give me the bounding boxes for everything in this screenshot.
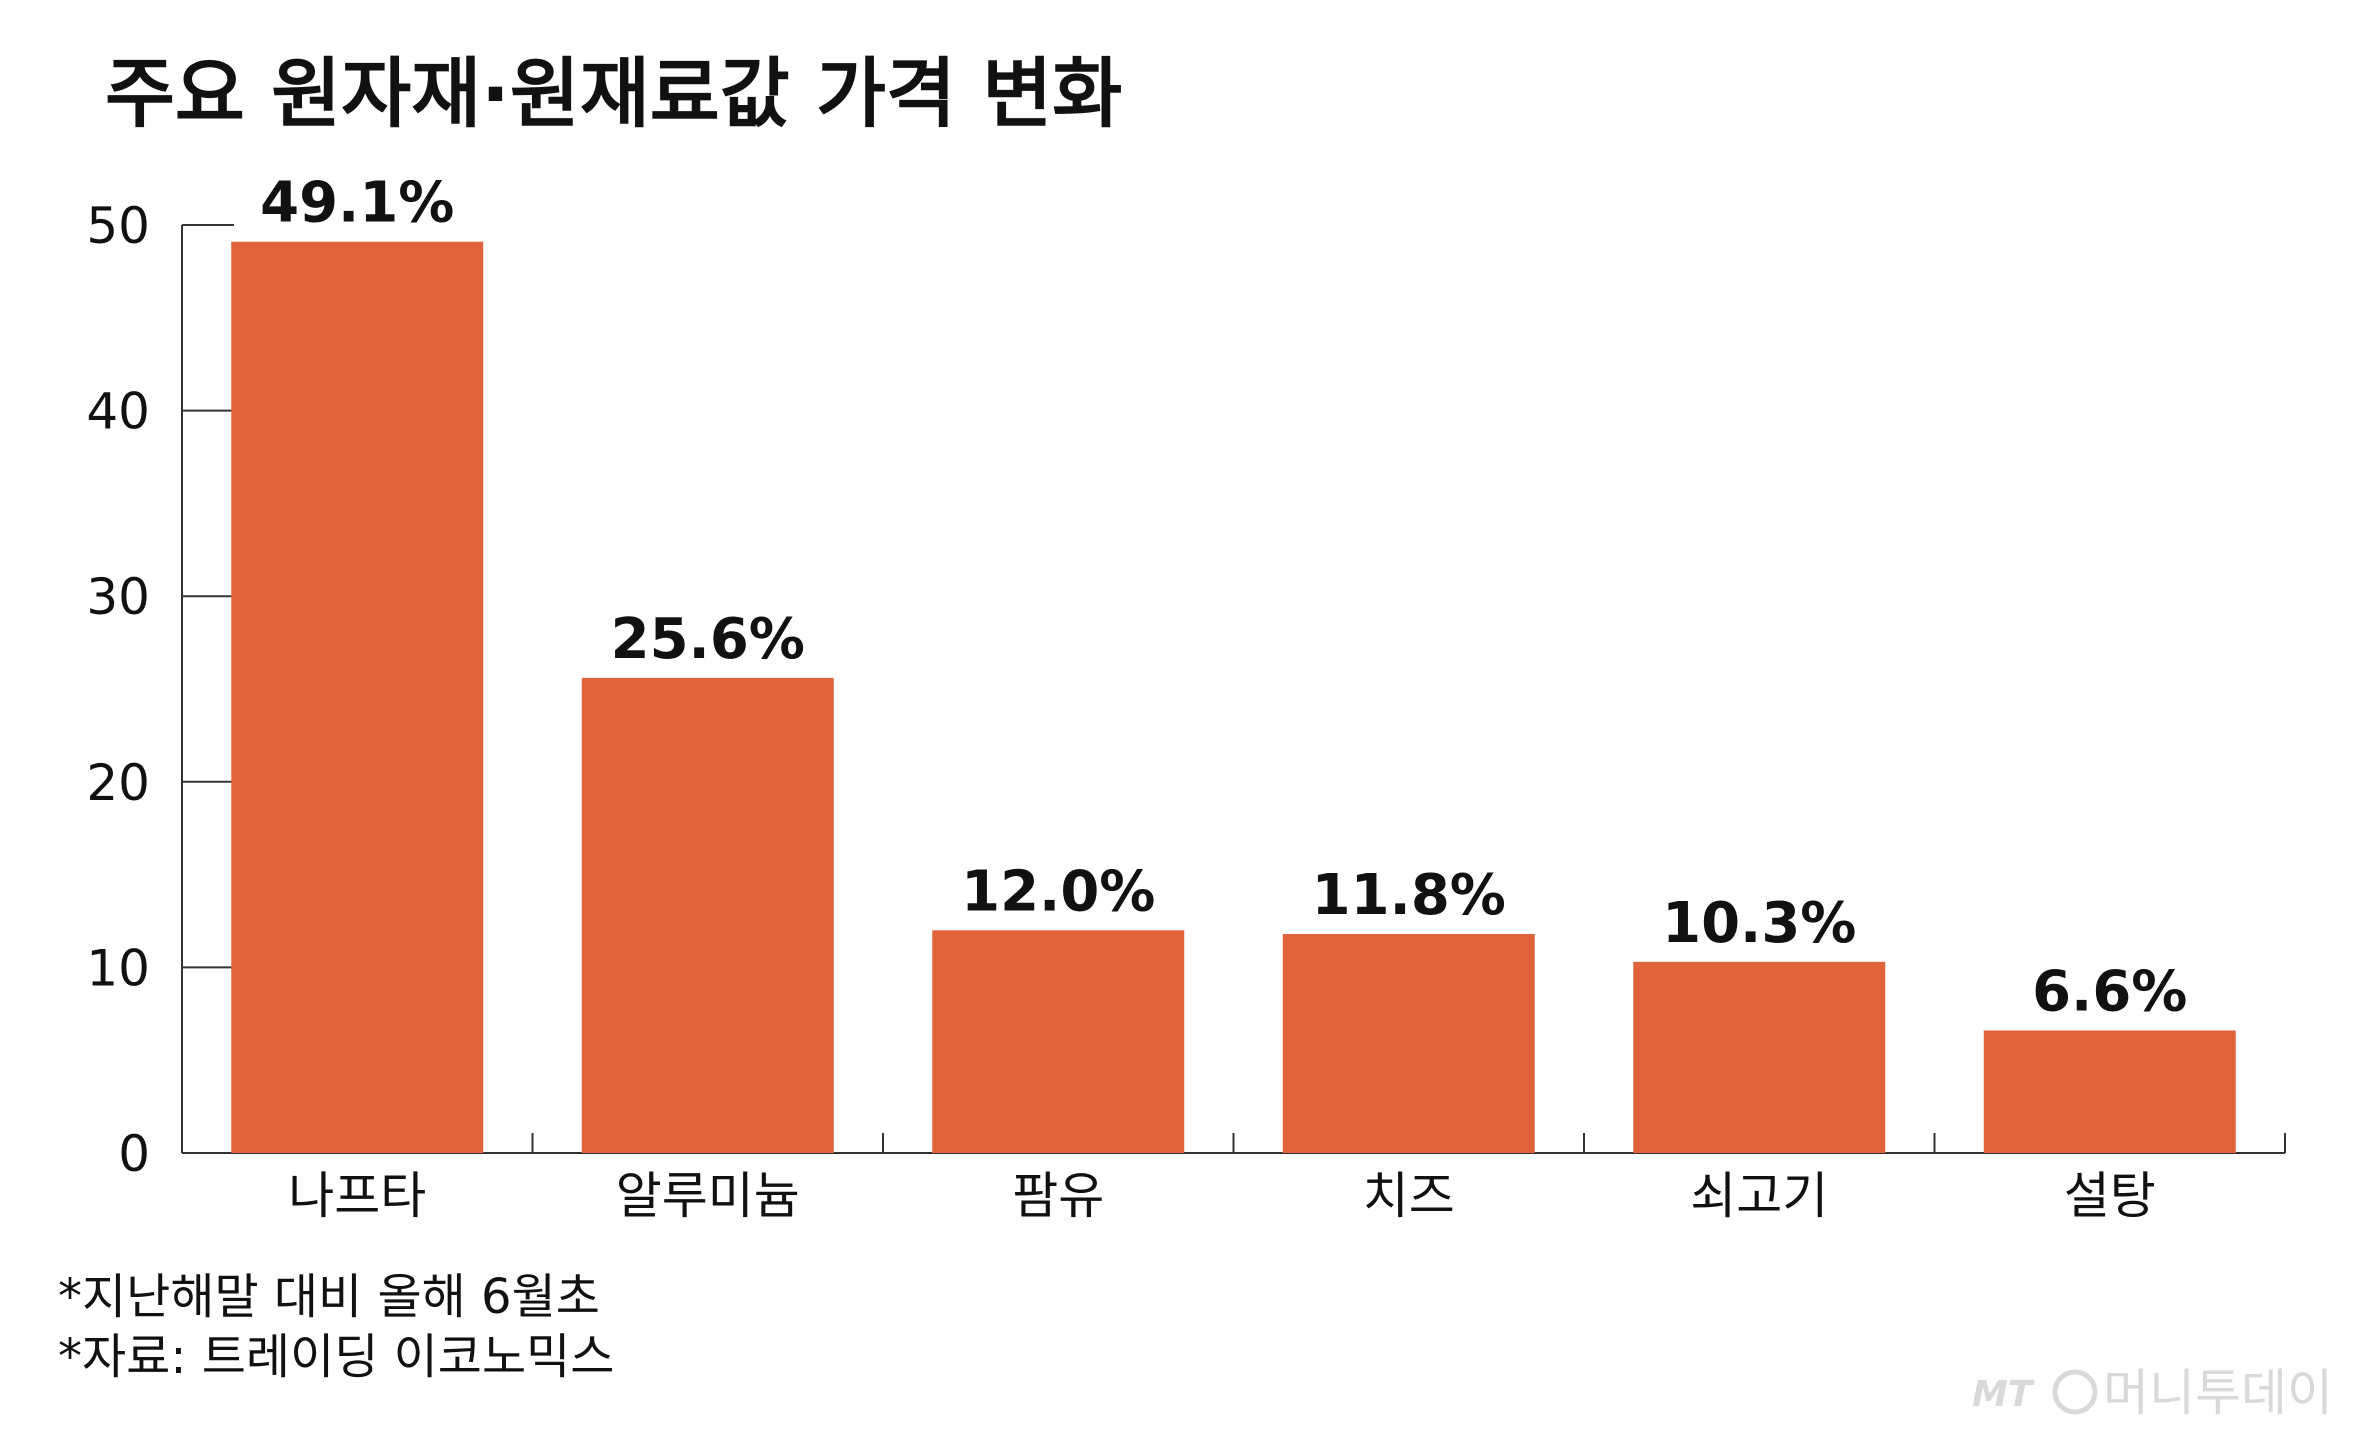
category-label: 알루미늄 <box>616 1167 800 1225</box>
value-label: 12.0% <box>961 859 1155 924</box>
watermark-logo: MT 머니투데이 <box>1972 1364 2333 1422</box>
value-label: 10.3% <box>1662 891 1856 956</box>
bar <box>231 241 484 1154</box>
plot-area: 0 10 20 30 40 50 49.1% 25.6% 12.0% 11.8% 10.3% 6.6… <box>86 171 2286 1225</box>
y-tick-label: 50 <box>86 197 150 255</box>
y-tick-label: 20 <box>86 754 150 812</box>
x-ticks <box>531 1133 2286 1153</box>
watermark-mt: MT <box>1972 1374 2035 1415</box>
value-label: 6.6% <box>2032 960 2187 1025</box>
bar <box>932 930 1185 1153</box>
category-label: 치즈 <box>1363 1167 1455 1225</box>
y-tick-label: 30 <box>86 568 150 626</box>
y-ticks: 0 10 20 30 40 50 <box>86 197 234 1183</box>
bar <box>1282 933 1535 1153</box>
value-label: 49.1% <box>260 171 454 236</box>
note-period: *지난해말 대비 올해 6월초 <box>58 1269 600 1325</box>
bar <box>581 677 834 1153</box>
category-label: 쇠고기 <box>1690 1167 1828 1225</box>
chart-title: 주요 원자재·원재료값 가격 변화 <box>105 49 1122 138</box>
bar <box>1633 961 1886 1153</box>
category-labels: 나프타 알루미늄 팜유 치즈 쇠고기 설탕 <box>288 1167 2156 1225</box>
value-label: 25.6% <box>611 607 805 672</box>
y-tick-label: 0 <box>118 1125 150 1183</box>
note-source: *자료: 트레이딩 이코노믹스 <box>58 1329 614 1385</box>
y-tick-label: 10 <box>86 939 150 997</box>
y-tick-label: 40 <box>86 383 150 441</box>
category-label: 나프타 <box>288 1167 426 1225</box>
value-label: 11.8% <box>1312 863 1506 928</box>
watermark-name: 머니투데이 <box>2103 1364 2333 1422</box>
bars <box>231 241 2236 1154</box>
value-labels: 49.1% 25.6% 12.0% 11.8% 10.3% 6.6% <box>260 171 2187 1025</box>
category-label: 설탕 <box>2064 1167 2156 1225</box>
bar <box>1983 1030 2236 1153</box>
category-label: 팜유 <box>1012 1167 1104 1225</box>
watermark-circle-icon <box>2052 1369 2098 1415</box>
